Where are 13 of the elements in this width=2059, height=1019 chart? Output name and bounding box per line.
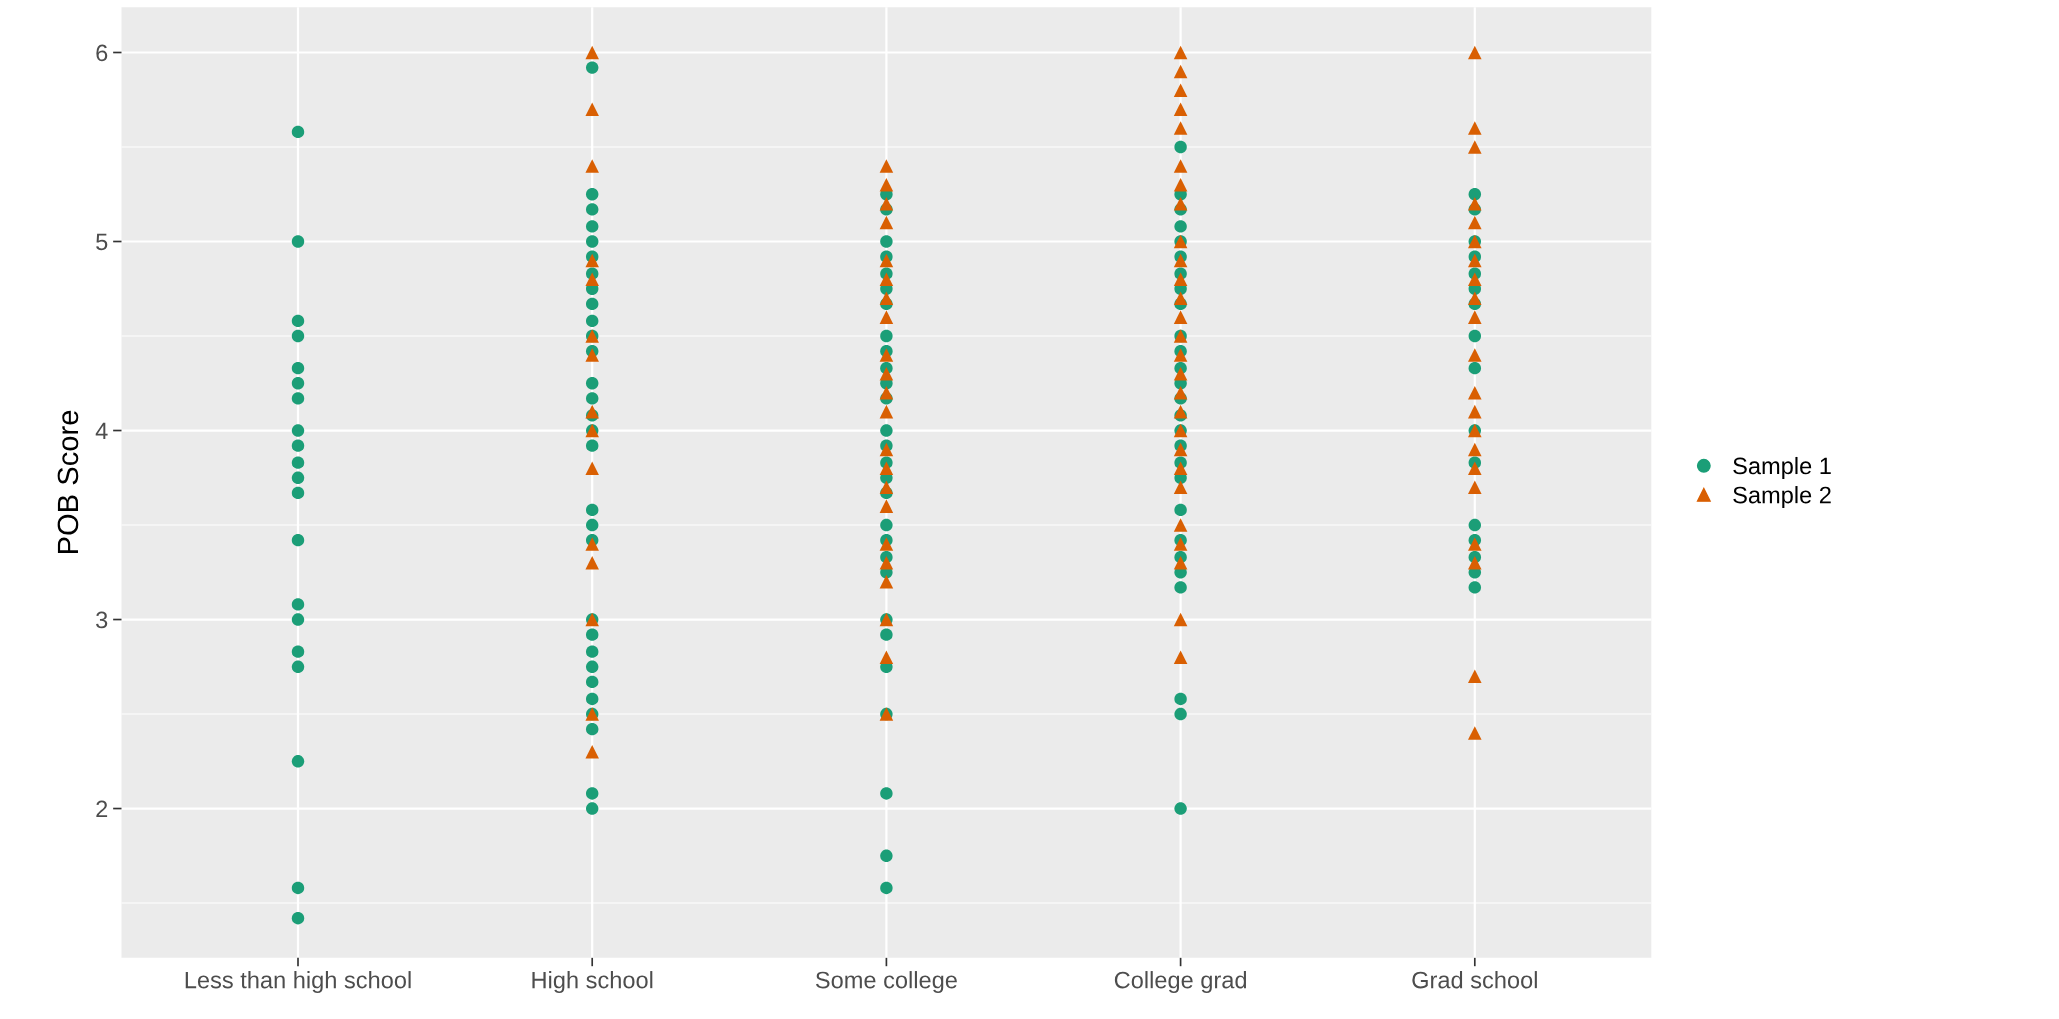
y-tick-label: 5 [96, 233, 108, 251]
x-tick-label: Grad school [1412, 971, 1537, 989]
y-tick-label: 6 [96, 44, 108, 62]
y-axis-title: POB Score [57, 410, 79, 554]
x-tick-label: Less than high school [185, 971, 411, 994]
y-tick-label: 3 [96, 611, 108, 629]
legend-label: Sample 1 [1733, 456, 1831, 479]
legend-label: Sample 2 [1733, 486, 1831, 509]
x-tick-label: College grad [1114, 971, 1247, 994]
x-tick-label: High school [532, 971, 653, 994]
y-tick-label: 2 [96, 800, 108, 818]
y-tick-label: 4 [95, 422, 108, 440]
x-tick-label: Some college [815, 971, 957, 994]
